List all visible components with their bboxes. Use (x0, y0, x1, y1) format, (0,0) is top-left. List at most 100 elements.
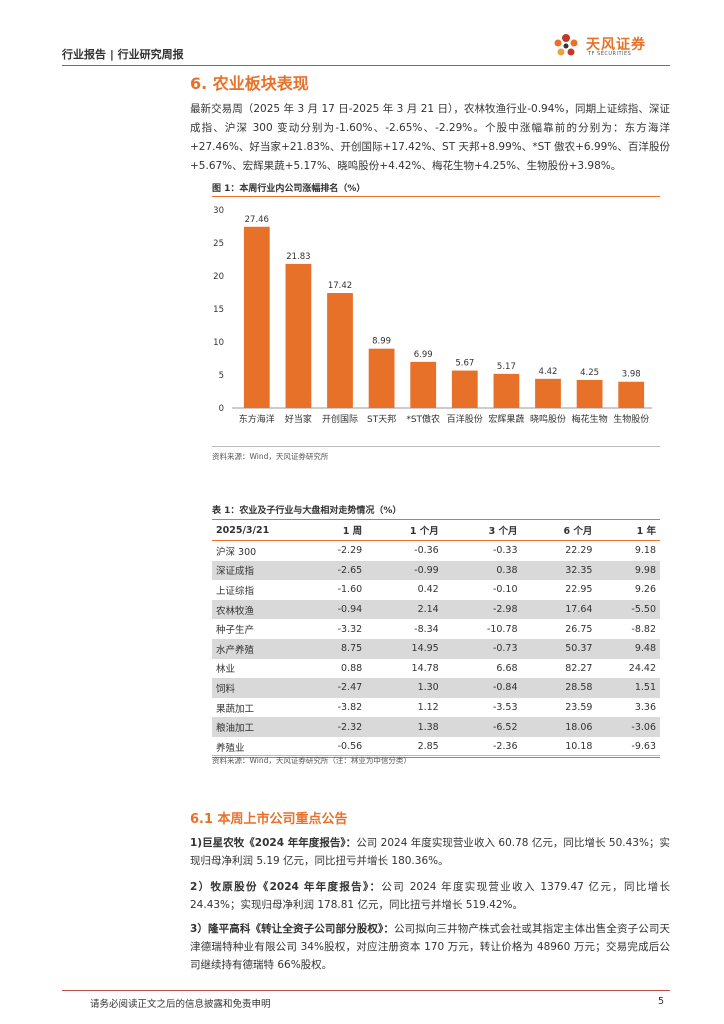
value-cell: 0.42 (417, 584, 439, 596)
figure-bottom-rule (212, 446, 660, 447)
row-label-cell: 粮油加工 (212, 717, 296, 737)
table-header-cell: 1 周 (295, 519, 367, 541)
bar-value-label: 17.42 (328, 281, 352, 291)
value-cell: 0.88 (341, 662, 363, 674)
table-row: 果蔬加工 -3.82 1.12 -3.53 23.59 3.36 (212, 698, 660, 718)
table-bottom-rule (212, 755, 660, 756)
value-cell: -2.36 (442, 736, 522, 758)
table-header-cell: 3 个月 (442, 519, 522, 541)
value-cell: 28.58 (521, 678, 597, 698)
value-cell: 17.64 (521, 599, 597, 620)
value-cell: -3.53 (492, 702, 518, 714)
table-row: 水产养殖 8.75 14.95 -0.73 50.37 9.48 (212, 638, 660, 659)
value-cell: 1.38 (366, 717, 443, 737)
value-cell: -2.65 (295, 560, 367, 581)
y-tick-label: 20 (213, 272, 224, 282)
bar-value-label: 5.67 (455, 359, 474, 369)
value-cell: -0.10 (492, 584, 518, 596)
bar (535, 378, 561, 408)
y-tick-label: 25 (213, 239, 224, 249)
table-header-row: 2025/3/21 1 周 1 个月 3 个月 6 个月 1 年 (212, 519, 660, 541)
table-header-cell: 1 个月 (366, 519, 443, 541)
bar (410, 361, 437, 408)
gain-ranking-bar-chart: 0 5 10 15 20 25 30 27.46 东方海洋 21.83 好当家 17.42 开创国际 8.… (213, 206, 652, 425)
footer-divider (62, 990, 670, 991)
value-cell: -5.50 (596, 599, 660, 620)
x-tick-label: 宏辉果蔬 (488, 413, 524, 425)
x-tick-label: 开创国际 (322, 413, 358, 425)
bar-value-label: 8.99 (372, 337, 391, 347)
bar (618, 381, 645, 408)
value-cell: -0.84 (442, 678, 522, 698)
row-label-cell: 深证成指 (212, 560, 296, 581)
table-caption: 表 1：农业及子行业与大盘相对走势情况（%） (212, 506, 402, 516)
value-cell: 50.37 (521, 638, 597, 659)
bar (368, 348, 395, 408)
value-cell: -8.34 (414, 623, 439, 635)
value-cell: -2.47 (295, 678, 367, 698)
table-row: 上证综指 -1.60 0.42 -0.10 22.95 9.26 (212, 580, 660, 600)
page-number: 5 (657, 996, 664, 1007)
figure-source: 资料来源：Wind，天风证券研究所 (212, 452, 329, 461)
announcement-body: 公司 2024 年度实现营业收入 1379.47 亿元，同比增长 24.43%；… (190, 881, 670, 911)
x-tick-label: ST天邦 (367, 413, 396, 425)
bar-value-label: 5.17 (497, 362, 516, 372)
table-row: 种子生产 -3.32 -8.34 -10.78 26.75 -8.82 (212, 619, 660, 639)
value-cell: -8.82 (631, 623, 656, 635)
section-title: 6. 农业板块表现 (190, 74, 309, 93)
logo-text-en: TF SECURITIES (588, 51, 632, 57)
y-tick-label: 0 (219, 404, 224, 414)
table-row: 林业 0.88 14.78 6.68 82.27 24.42 (212, 659, 660, 679)
value-cell: -9.63 (596, 736, 660, 758)
table-row: 农林牧渔 -0.94 2.14 -2.98 17.64 -5.50 (212, 599, 660, 620)
value-cell: 14.78 (411, 662, 439, 674)
value-cell: 14.95 (366, 638, 443, 659)
flower-logo-icon (554, 34, 578, 56)
value-cell: 26.75 (565, 623, 593, 635)
value-cell: -0.33 (492, 545, 518, 557)
x-tick-label: 晓鸣股份 (530, 413, 566, 425)
page-header: 行业报告 | 行业研究周报 天风证券 TF SECURITIES (62, 34, 670, 70)
table-row: 养殖业 -0.56 2.85 -2.36 10.18 -9.63 (212, 736, 660, 758)
value-cell: 10.18 (521, 736, 597, 758)
table-row: 深证成指 -2.65 -0.99 0.38 32.35 9.98 (212, 560, 660, 581)
table-row: 饲料 -2.47 1.30 -0.84 28.58 1.51 (212, 678, 660, 698)
value-cell: 0.38 (442, 560, 522, 581)
value-cell: 9.26 (634, 584, 656, 596)
announcement-item: 1)巨星农牧《2024 年年度报告》：公司 2024 年度实现营业收入 60.7… (190, 834, 670, 870)
value-cell: 22.95 (565, 584, 593, 596)
value-cell: -1.60 (337, 584, 363, 596)
bar (243, 226, 270, 408)
report-type-label: 行业报告 | 行业研究周报 (62, 48, 184, 61)
figure-caption: 图 1：本周行业内公司涨幅排名（%） (212, 184, 366, 194)
value-cell: -10.78 (486, 623, 518, 635)
value-cell: 6.68 (496, 662, 518, 674)
announcements-title: 6.1 本周上市公司重点公告 (190, 812, 348, 827)
row-label-cell: 果蔬加工 (216, 703, 255, 715)
value-cell: 2.14 (366, 599, 443, 620)
logo-text-cn: 天风证券 (586, 37, 646, 53)
announcement-heading: 3）隆平高科《转让全资子公司部分股权》： (190, 923, 394, 935)
value-cell: 32.35 (521, 560, 597, 581)
table-header-cell: 1 年 (596, 519, 660, 541)
table-header-cell: 6 个月 (521, 519, 597, 541)
announcement-body: 公司拟向三井物产株式会社或其指定主体出售全资子公司天津德瑞特种业有限公司 34%… (190, 923, 671, 971)
value-cell: 9.48 (596, 638, 660, 659)
announcement-item: 3）隆平高科《转让全资子公司部分股权》：公司拟向三井物产株式会社或其指定主体出售… (190, 920, 670, 974)
x-tick-label: 东方海洋 (239, 413, 275, 425)
row-label-cell: 沪深 300 (216, 546, 257, 558)
value-cell: 9.18 (634, 545, 656, 557)
value-cell: -2.98 (442, 599, 522, 620)
disclaimer-text: 请务必阅读正文之后的信息披露和免责申明 (90, 999, 271, 1010)
x-tick-label: 百洋股份 (447, 413, 483, 425)
table-source: 资料来源：Wind，天风证券研究所（注：林业为中信分类） (212, 756, 411, 765)
header-divider (62, 65, 670, 66)
row-label-cell: 农林牧渔 (212, 599, 296, 620)
bar (493, 373, 520, 408)
value-cell: -0.56 (295, 736, 367, 758)
value-cell: 2.85 (366, 736, 443, 758)
value-cell: -0.94 (295, 599, 367, 620)
value-cell: -2.29 (337, 545, 363, 557)
value-cell: 22.29 (565, 545, 593, 557)
value-cell: -0.73 (442, 638, 522, 659)
